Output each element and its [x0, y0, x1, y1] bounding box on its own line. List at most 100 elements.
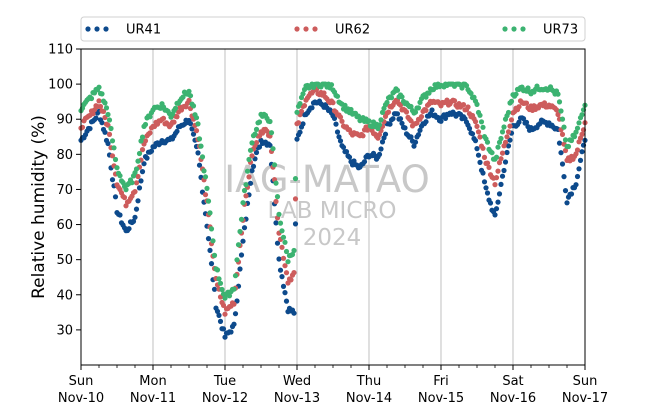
- legend: UR41 UR62 UR73: [80, 16, 586, 42]
- data-point: [195, 121, 201, 127]
- data-point: [273, 198, 279, 205]
- data-point: [330, 100, 336, 106]
- data-point: [442, 115, 449, 121]
- data-point: [138, 178, 144, 184]
- data-point: [237, 228, 243, 235]
- data-point: [235, 242, 242, 248]
- data-point: [298, 108, 305, 114]
- data-point: [541, 100, 548, 106]
- x-tick-day: Thu: [356, 374, 381, 389]
- data-point: [205, 236, 212, 242]
- data-point: [297, 129, 303, 135]
- data-point: [484, 160, 491, 166]
- data-point: [576, 166, 582, 172]
- data-point: [415, 105, 422, 111]
- data-point: [504, 134, 510, 140]
- x-tick-date: Nov-13: [274, 391, 320, 406]
- data-point: [277, 267, 284, 273]
- data-point: [340, 144, 347, 150]
- data-point: [553, 107, 560, 113]
- data-point: [207, 247, 213, 253]
- data-point: [387, 121, 393, 127]
- data-point: [253, 140, 260, 146]
- data-point: [106, 131, 113, 137]
- data-point: [294, 109, 300, 115]
- data-point: [412, 139, 419, 145]
- data-point: [288, 277, 294, 283]
- data-point: [172, 105, 179, 111]
- data-point: [196, 136, 203, 142]
- data-point: [135, 198, 141, 204]
- data-point: [207, 210, 213, 216]
- data-point: [277, 220, 284, 226]
- data-point: [133, 180, 140, 186]
- data-point: [376, 151, 383, 157]
- data-point: [96, 98, 102, 104]
- data-point: [516, 119, 522, 125]
- x-tick-day: Sun: [573, 374, 598, 389]
- data-point: [508, 117, 515, 123]
- data-point: [111, 145, 117, 151]
- data-point: [148, 148, 155, 154]
- data-point: [499, 173, 506, 179]
- data-point: [558, 150, 564, 156]
- data-point: [360, 133, 366, 139]
- data-point: [211, 286, 218, 292]
- data-point: [394, 87, 401, 93]
- data-point: [328, 82, 335, 88]
- data-point: [231, 286, 237, 292]
- data-point: [283, 270, 290, 276]
- data-point: [292, 196, 299, 202]
- data-point: [186, 97, 192, 103]
- y-tick-label: 40: [56, 288, 73, 303]
- legend-marker: [94, 26, 100, 32]
- data-point: [205, 198, 212, 204]
- x-tick-date: Nov-16: [490, 391, 536, 406]
- data-point: [199, 154, 206, 160]
- data-point: [267, 118, 273, 125]
- data-point: [397, 102, 404, 108]
- data-point: [555, 91, 561, 97]
- data-point: [291, 247, 297, 254]
- data-point: [418, 114, 425, 120]
- data-point: [112, 156, 119, 163]
- data-point: [253, 126, 260, 132]
- data-point: [426, 90, 432, 96]
- data-point: [463, 83, 470, 89]
- data-point: [499, 129, 506, 135]
- data-point: [292, 221, 299, 227]
- data-point: [361, 159, 368, 165]
- data-point: [471, 94, 477, 100]
- data-point: [337, 138, 344, 144]
- series-ur41: [78, 98, 588, 340]
- data-point: [174, 114, 180, 120]
- data-point: [270, 146, 276, 152]
- data-point: [117, 212, 123, 218]
- data-point: [483, 185, 489, 191]
- data-point: [562, 188, 569, 194]
- data-point: [477, 134, 483, 140]
- data-point: [481, 154, 488, 160]
- data-point: [507, 123, 513, 129]
- data-point: [559, 131, 566, 137]
- data-point: [474, 146, 480, 152]
- data-point: [102, 129, 108, 135]
- data-point: [556, 140, 563, 146]
- data-point: [147, 114, 153, 120]
- data-point: [451, 98, 458, 104]
- data-point: [273, 220, 279, 226]
- data-point: [108, 125, 114, 132]
- data-point: [571, 134, 578, 140]
- data-point: [196, 162, 203, 168]
- data-point: [208, 261, 215, 267]
- x-tick-date: Nov-17: [562, 391, 608, 406]
- legend-marker: [511, 26, 517, 32]
- x-tick-date: Nov-10: [58, 391, 104, 406]
- data-point: [249, 153, 255, 159]
- data-point: [376, 132, 383, 138]
- x-axis: Sun Nov-10 Mon Nov-11 Tue Nov-12 Wed Nov-13 Thu N…: [58, 365, 608, 406]
- data-point: [241, 225, 248, 231]
- data-point: [120, 179, 126, 186]
- data-point: [498, 156, 504, 162]
- data-point: [190, 131, 197, 137]
